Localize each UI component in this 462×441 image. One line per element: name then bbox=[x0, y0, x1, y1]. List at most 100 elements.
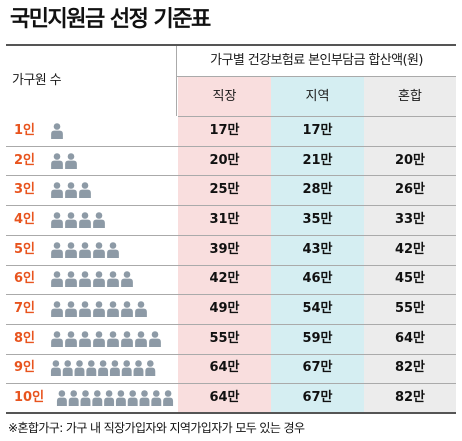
column-header-jiyeok: 지역 bbox=[271, 77, 364, 117]
person-icon bbox=[74, 360, 85, 377]
person-icon bbox=[121, 360, 132, 377]
table-cell: 64만 bbox=[209, 360, 240, 376]
person-icon bbox=[98, 360, 109, 377]
household-icons bbox=[51, 152, 77, 169]
table-cell: 21만 bbox=[302, 152, 333, 168]
row-divider bbox=[6, 264, 456, 266]
table-cell: 39만 bbox=[209, 241, 240, 257]
table-cell: 26만 bbox=[394, 182, 426, 198]
table-cell: 55만 bbox=[394, 301, 426, 317]
table-cell: 55만 bbox=[209, 330, 240, 346]
person-icon bbox=[51, 301, 63, 318]
table-cell: 31만 bbox=[209, 211, 240, 227]
row-label: 10인 bbox=[14, 390, 45, 406]
person-icon bbox=[127, 390, 138, 407]
person-icon bbox=[65, 212, 77, 228]
footnote: ※혼합가구: 가구 내 직장가입자와 지역가입자가 모두 있는 경우 bbox=[8, 421, 305, 435]
row-label: 2인 bbox=[14, 152, 36, 168]
table-cell: 67만 bbox=[302, 390, 333, 406]
person-icon bbox=[79, 271, 91, 288]
household-icons bbox=[51, 212, 105, 228]
person-icon bbox=[151, 390, 162, 407]
person-icon bbox=[135, 330, 147, 347]
person-icon bbox=[80, 390, 91, 407]
chart-title: 국민지원금 선정 기준표 bbox=[10, 7, 211, 32]
person-icon bbox=[93, 301, 105, 318]
table-cell: 42만 bbox=[209, 271, 240, 287]
column-header-jikjang: 직장 bbox=[178, 77, 271, 117]
household-icons bbox=[50, 360, 156, 377]
person-icon bbox=[65, 301, 77, 318]
person-icon bbox=[65, 152, 77, 169]
household-icons bbox=[51, 301, 147, 318]
table-cell: 64만 bbox=[209, 390, 240, 406]
person-icon bbox=[149, 330, 161, 347]
person-icon bbox=[65, 182, 77, 199]
row-label: 6인 bbox=[14, 271, 36, 287]
household-icons bbox=[51, 182, 91, 199]
person-icon bbox=[79, 301, 91, 318]
person-icon bbox=[79, 330, 91, 347]
group-header: 가구별 건강보험료 본인부담금 합산액(원) bbox=[177, 46, 456, 77]
row-divider bbox=[6, 383, 456, 385]
column-bg-jiyeok bbox=[271, 77, 364, 414]
row-divider bbox=[6, 175, 456, 177]
person-icon bbox=[93, 330, 105, 347]
table-cell: 64만 bbox=[394, 330, 426, 346]
person-icon bbox=[121, 271, 133, 288]
household-icons bbox=[51, 241, 119, 258]
row-divider bbox=[6, 294, 456, 296]
person-icon bbox=[79, 212, 91, 228]
row-divider bbox=[6, 353, 456, 355]
person-icon bbox=[68, 390, 79, 407]
person-icon bbox=[107, 330, 119, 347]
table-cell: 43만 bbox=[302, 241, 333, 257]
table-cell: 20만 bbox=[394, 152, 426, 168]
row-label: 4인 bbox=[14, 211, 36, 227]
row-label: 3인 bbox=[14, 182, 36, 198]
person-icon bbox=[133, 360, 144, 377]
person-icon bbox=[86, 360, 97, 377]
person-icon bbox=[65, 330, 77, 347]
table-cell: 54만 bbox=[302, 301, 333, 317]
person-icon bbox=[121, 301, 133, 318]
row-header: 가구원 수 bbox=[6, 46, 177, 116]
row-divider bbox=[6, 205, 456, 207]
row-label: 8인 bbox=[14, 330, 36, 346]
row-label: 9인 bbox=[14, 360, 36, 376]
table-cell: 82만 bbox=[394, 360, 426, 376]
person-icon bbox=[104, 390, 115, 407]
person-icon bbox=[139, 390, 150, 407]
person-icon bbox=[115, 390, 126, 407]
person-icon bbox=[79, 182, 91, 199]
person-icon bbox=[65, 241, 77, 258]
person-icon bbox=[50, 360, 61, 377]
table-cell: 82만 bbox=[394, 390, 426, 406]
table-cell: 45만 bbox=[394, 271, 426, 287]
person-icon bbox=[107, 241, 119, 258]
person-icon bbox=[79, 241, 91, 258]
criteria-table: 가구원 수 가구별 건강보험료 본인부담금 합산액(원) 직장 지역 혼합 1인… bbox=[6, 44, 456, 414]
person-icon bbox=[107, 301, 119, 318]
person-icon bbox=[93, 212, 105, 228]
row-divider bbox=[6, 323, 456, 325]
person-icon bbox=[109, 360, 120, 377]
person-icon bbox=[51, 123, 63, 139]
person-icon bbox=[92, 390, 103, 407]
table-cell: 35만 bbox=[302, 211, 333, 227]
person-icon bbox=[51, 330, 63, 347]
table-cell: 67만 bbox=[302, 360, 333, 376]
table-cell: 46만 bbox=[302, 271, 333, 287]
person-icon bbox=[93, 271, 105, 288]
table-cell: 42만 bbox=[394, 241, 426, 257]
table-cell: 17만 bbox=[302, 122, 333, 138]
person-icon bbox=[163, 390, 174, 407]
table-cell: 17만 bbox=[209, 122, 240, 138]
row-divider bbox=[6, 145, 456, 147]
person-icon bbox=[51, 212, 63, 228]
row-label: 7인 bbox=[14, 301, 36, 317]
person-icon bbox=[107, 271, 119, 288]
household-icons bbox=[51, 271, 133, 288]
person-icon bbox=[51, 241, 63, 258]
household-icons bbox=[51, 330, 161, 347]
